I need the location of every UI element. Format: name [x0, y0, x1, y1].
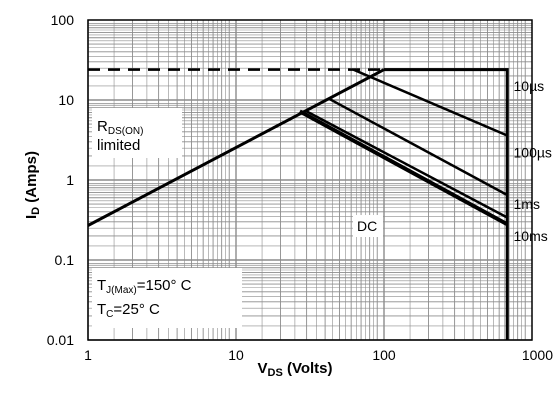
- series-label: 100µs: [514, 145, 552, 161]
- tc-annotation: TC=25° C: [97, 301, 160, 320]
- curves: [87, 68, 509, 340]
- y-tick-label: 1: [66, 172, 74, 188]
- x-tick-label: 100: [372, 347, 396, 363]
- dc-label-background: [353, 215, 383, 237]
- series-line-10ms: [306, 110, 508, 219]
- tj-subscript: J(Max): [106, 285, 137, 296]
- series-label: 10ms: [514, 228, 548, 244]
- y-tick-label: 10: [58, 92, 74, 108]
- y-tick-label: 100: [51, 12, 75, 28]
- series-line-100s: [352, 68, 508, 137]
- x-tick-label: 10: [228, 347, 244, 363]
- y-tick-label: 0.01: [47, 332, 74, 348]
- series-label: 10µs: [514, 78, 545, 94]
- x-tick-label: 1000: [522, 347, 553, 363]
- tick-labels: 1 10 100 1000 100 10 1 0.1 0.01: [47, 12, 553, 363]
- dc-label: DC: [357, 218, 377, 234]
- x-tick-label: 1: [84, 347, 92, 363]
- rdson-limit-line: [87, 68, 385, 227]
- series-label: 1ms: [514, 196, 540, 212]
- tc-symbol: T: [97, 301, 106, 318]
- tc-value: =25° C: [113, 301, 160, 318]
- temperature-label-background: [92, 268, 242, 328]
- series-line-1ms: [327, 97, 508, 197]
- tj-symbol: T: [97, 277, 106, 294]
- rdson-symbol: R: [97, 118, 108, 135]
- series-line-10s: [384, 68, 509, 340]
- y-axis-label-unit: (Amps): [23, 151, 40, 207]
- rdson-annotation: RDS(ON): [97, 118, 143, 137]
- series-line-dc: [298, 109, 509, 226]
- annotations: 10µs100µs1ms10msRDS(ON)limitedDCTJ(Max)=…: [97, 78, 552, 320]
- rdson-subscript: DS(ON): [108, 126, 144, 137]
- x-axis-label-subscript: DS: [268, 367, 283, 379]
- y-axis-label: ID (Amps): [23, 151, 42, 219]
- tj-annotation: TJ(Max)=150° C: [97, 277, 192, 296]
- plot-frame: [87, 19, 533, 341]
- tc-subscript: C: [106, 309, 113, 320]
- x-axis-label-unit: (Volts): [283, 360, 333, 377]
- y-axis-label-subscript: D: [30, 207, 42, 215]
- y-axis-label-symbol: I: [23, 215, 40, 219]
- rdson-label-background: [92, 108, 182, 158]
- y-tick-label: 0.1: [55, 252, 75, 268]
- x-axis-label: VDS (Volts): [257, 360, 332, 379]
- x-axis-label-symbol: V: [257, 360, 267, 377]
- label-backgrounds: [92, 108, 383, 328]
- tj-value: =150° C: [137, 277, 192, 294]
- rdson-limited-text: limited: [97, 137, 140, 154]
